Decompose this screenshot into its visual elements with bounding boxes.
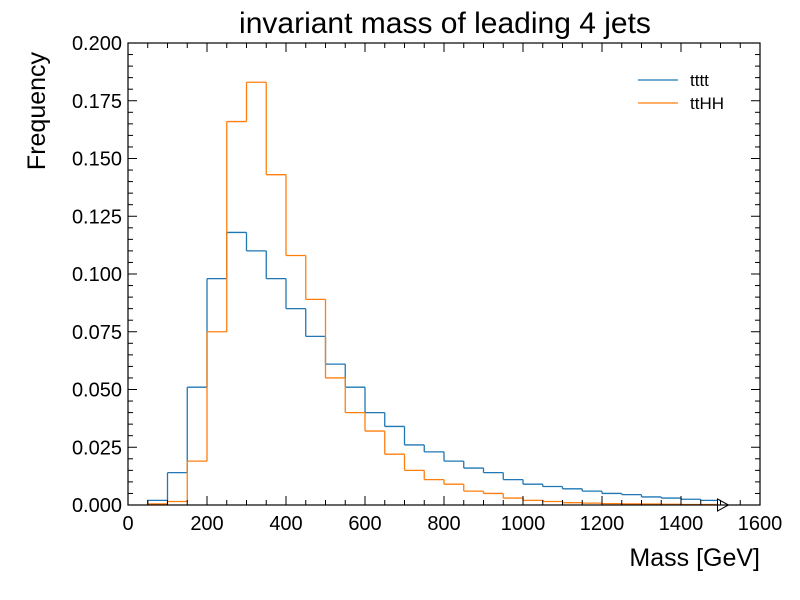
y-tick-label: 0.100	[72, 264, 122, 286]
x-tick-label: 800	[427, 513, 460, 535]
x-tick-label: 1200	[580, 513, 625, 535]
y-tick-label: 0.050	[72, 380, 122, 402]
series-ttHH	[147, 81, 722, 506]
x-tick-label: 200	[190, 513, 223, 535]
x-tick-label: 1000	[501, 513, 546, 535]
y-tick-label: 0.150	[72, 149, 122, 171]
plot-frame	[127, 42, 761, 506]
x-tick-label: 1600	[738, 513, 783, 535]
y-tick-label: 0.200	[72, 33, 122, 55]
x-tick-label: 0	[122, 513, 133, 535]
series-tttt	[147, 231, 722, 505]
x-tick-label: 600	[348, 513, 381, 535]
axis-ticks: 0 200 400 600 800 1000 1200 1400 1600 0.000 0.025 0…	[72, 33, 782, 535]
y-axis-label: Frequency	[23, 51, 51, 170]
y-tick-label: 0.175	[72, 91, 122, 113]
legend: tttt ttHH	[638, 71, 724, 113]
legend-label-tttt: tttt	[690, 71, 709, 90]
x-axis-label: Mass [GeV]	[629, 544, 760, 572]
y-tick-label: 0.000	[72, 495, 122, 517]
y-tick-label: 0.125	[72, 206, 122, 228]
legend-label-ttHH: ttHH	[690, 94, 724, 113]
plot-area	[147, 81, 730, 512]
chart-title: invariant mass of leading 4 jets	[239, 7, 651, 40]
y-tick-label: 0.025	[72, 437, 122, 459]
x-tick-label: 1400	[659, 513, 704, 535]
y-tick-label: 0.075	[72, 322, 122, 344]
x-tick-label: 400	[269, 513, 302, 535]
